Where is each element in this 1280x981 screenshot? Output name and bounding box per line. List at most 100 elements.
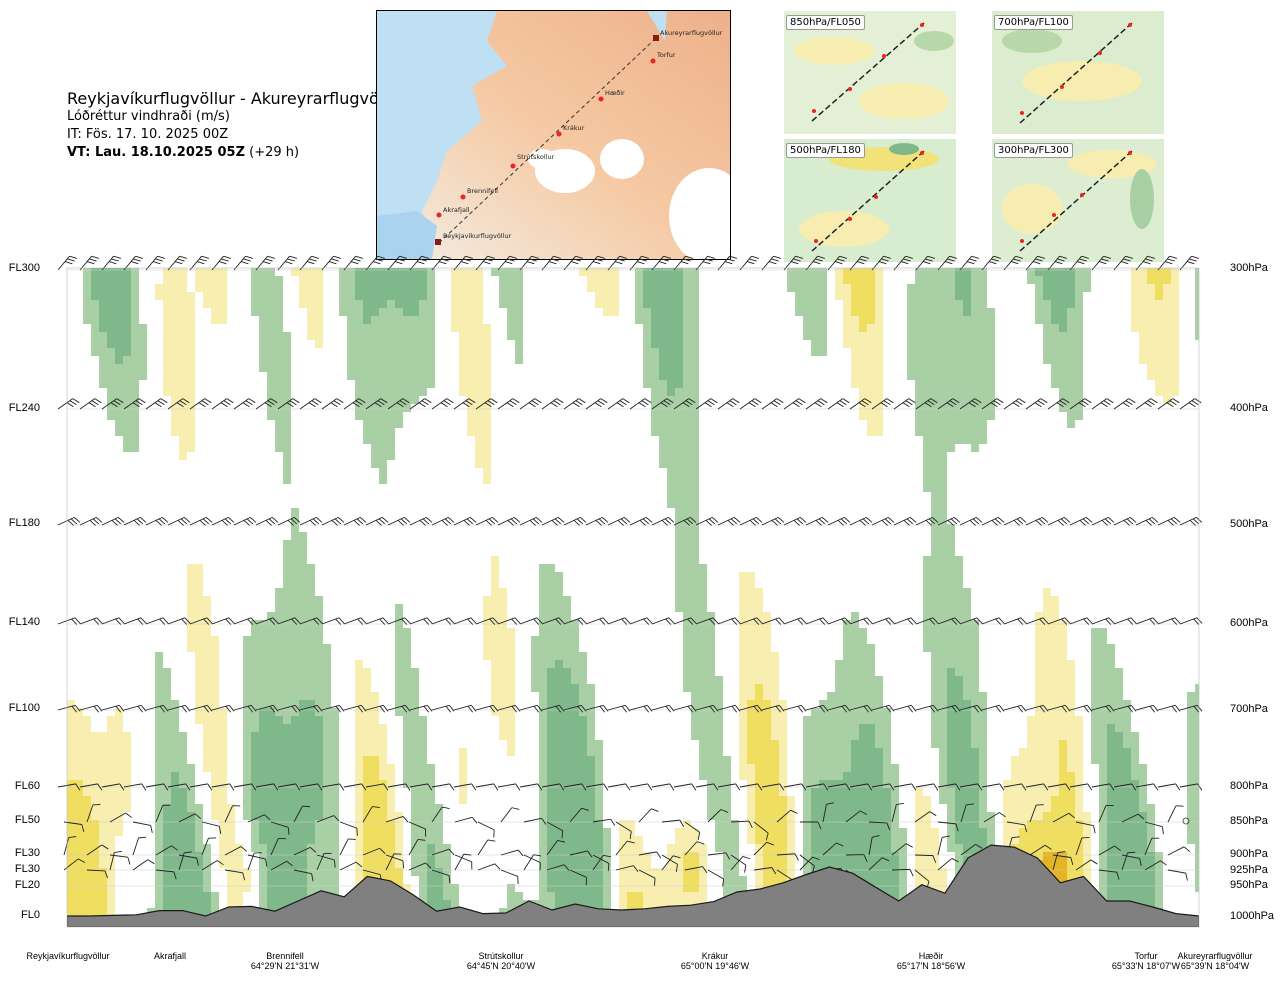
field-cell bbox=[1131, 276, 1140, 285]
field-cell bbox=[803, 308, 812, 317]
field-cell bbox=[499, 500, 508, 509]
field-cell bbox=[1003, 516, 1012, 525]
field-cell bbox=[315, 468, 324, 477]
field-cell bbox=[1115, 292, 1124, 301]
field-cell bbox=[331, 292, 340, 301]
field-cell bbox=[763, 388, 772, 397]
field-cell bbox=[403, 316, 412, 325]
field-cell bbox=[283, 316, 292, 325]
field-cell bbox=[843, 524, 852, 533]
field-cell bbox=[555, 284, 564, 293]
field-cell bbox=[283, 380, 292, 389]
field-cell bbox=[691, 516, 700, 525]
field-cell bbox=[1187, 428, 1196, 437]
field-cell bbox=[339, 508, 348, 517]
field-cell bbox=[147, 428, 156, 437]
field-cell bbox=[435, 436, 444, 445]
field-cell bbox=[499, 284, 508, 293]
field-cell bbox=[667, 292, 676, 301]
field-cell bbox=[419, 428, 428, 437]
field-cell bbox=[475, 404, 484, 413]
field-cell bbox=[483, 316, 492, 325]
field-cell bbox=[315, 356, 324, 365]
field-cell bbox=[867, 532, 876, 541]
field-cell bbox=[83, 460, 92, 469]
field-cell bbox=[651, 508, 660, 517]
field-cell bbox=[115, 364, 124, 373]
field-cell bbox=[235, 388, 244, 397]
field-cell bbox=[187, 372, 196, 381]
field-cell bbox=[995, 452, 1004, 461]
field-cell bbox=[171, 292, 180, 301]
field-cell bbox=[227, 284, 236, 293]
field-cell bbox=[187, 356, 196, 365]
field-cell bbox=[819, 540, 828, 549]
field-cell bbox=[1011, 540, 1020, 549]
field-cell bbox=[339, 292, 348, 301]
field-cell bbox=[67, 356, 76, 365]
field-cell bbox=[539, 444, 548, 453]
field-cell bbox=[819, 292, 828, 301]
field-cell bbox=[747, 532, 756, 541]
field-cell bbox=[1115, 532, 1124, 541]
field-cell bbox=[755, 348, 764, 357]
field-cell bbox=[251, 532, 260, 541]
field-cell bbox=[1091, 412, 1100, 421]
field-cell bbox=[155, 444, 164, 453]
field-cell bbox=[715, 420, 724, 429]
field-cell bbox=[747, 500, 756, 509]
field-cell bbox=[923, 388, 932, 397]
field-cell bbox=[83, 492, 92, 501]
field-cell bbox=[483, 276, 492, 285]
field-cell bbox=[667, 308, 676, 317]
field-cell bbox=[219, 404, 228, 413]
field-cell bbox=[995, 500, 1004, 509]
field-cell bbox=[539, 516, 548, 525]
field-cell bbox=[835, 420, 844, 429]
field-cell bbox=[563, 348, 572, 357]
field-cell bbox=[627, 276, 636, 285]
field-cell bbox=[1075, 364, 1084, 373]
field-cell bbox=[483, 292, 492, 301]
field-cell bbox=[1067, 476, 1076, 485]
field-cell bbox=[931, 420, 940, 429]
field-cell bbox=[315, 484, 324, 493]
field-cell bbox=[1043, 524, 1052, 533]
field-cell bbox=[747, 524, 756, 533]
field-cell bbox=[675, 484, 684, 493]
field-cell bbox=[1059, 292, 1068, 301]
field-cell bbox=[579, 308, 588, 317]
field-cell bbox=[859, 460, 868, 469]
field-cell bbox=[219, 356, 228, 365]
field-cell bbox=[179, 284, 188, 293]
field-cell bbox=[667, 500, 676, 509]
field-cell bbox=[787, 276, 796, 285]
field-cell bbox=[291, 436, 300, 445]
field-cell bbox=[603, 396, 612, 405]
field-cell bbox=[483, 284, 492, 293]
field-cell bbox=[1019, 420, 1028, 429]
field-cell bbox=[1123, 300, 1132, 309]
field-cell bbox=[475, 380, 484, 389]
field-cell bbox=[1019, 268, 1028, 277]
field-cell bbox=[427, 500, 436, 509]
field-cell bbox=[363, 444, 372, 453]
field-cell bbox=[459, 492, 468, 501]
field-cell bbox=[1027, 492, 1036, 501]
field-cell bbox=[1051, 364, 1060, 373]
field-cell bbox=[803, 492, 812, 501]
field-cell bbox=[179, 396, 188, 405]
field-cell bbox=[819, 492, 828, 501]
field-cell bbox=[979, 460, 988, 469]
field-cell bbox=[667, 380, 676, 389]
field-cell bbox=[563, 284, 572, 293]
field-cell bbox=[491, 348, 500, 357]
field-cell bbox=[259, 380, 268, 389]
field-cell bbox=[987, 332, 996, 341]
field-cell bbox=[475, 500, 484, 509]
field-cell bbox=[195, 300, 204, 309]
field-cell bbox=[1131, 428, 1140, 437]
field-cell bbox=[1043, 324, 1052, 333]
field-cell bbox=[579, 292, 588, 301]
field-cell bbox=[267, 468, 276, 477]
